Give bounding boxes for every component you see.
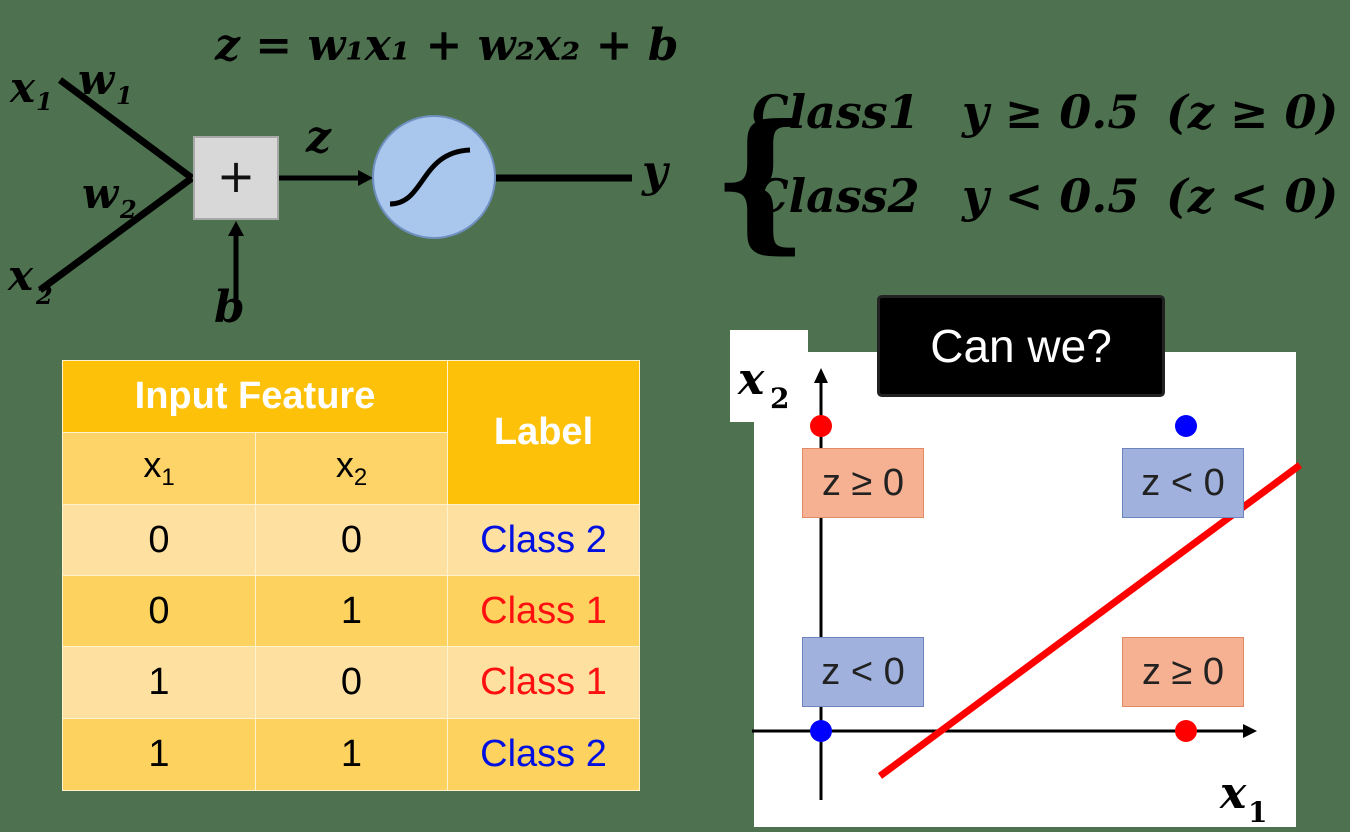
- cell-label: Class 2: [447, 718, 640, 791]
- cases-brace: {: [712, 92, 808, 268]
- data-points: [810, 415, 1197, 742]
- cell-label: Class 1: [447, 646, 640, 719]
- w1-weight-sub: 1: [116, 81, 133, 110]
- cell-x2: 1: [255, 718, 448, 791]
- w1-weight-label: w: [78, 55, 116, 104]
- table-row: 1 0 Class 1: [62, 646, 640, 719]
- cell-x2: 0: [255, 646, 448, 719]
- case2-condition: y < 0.5: [961, 169, 1139, 223]
- sigmoid-curve-icon: [389, 147, 471, 207]
- input-line-x1: [57, 77, 195, 181]
- y-axis-label-sub: 2: [770, 382, 789, 415]
- case2-z-condition: (z < 0): [1166, 169, 1338, 223]
- case1-z-condition: (z ≥ 0): [1166, 85, 1338, 139]
- z-equation: z = w₁x₁ + w₂x₂ + b: [214, 20, 679, 71]
- y-axis-label: x: [737, 354, 765, 405]
- case2-class: Class2: [752, 169, 920, 223]
- bias-label: b: [214, 282, 245, 333]
- region-label-bottom-right: z ≥ 0: [1122, 637, 1244, 707]
- table-row: 1 1 Class 2: [62, 718, 640, 791]
- data-point: [1175, 720, 1197, 742]
- label-header: Label: [447, 360, 640, 505]
- y-axis-arrowhead: [814, 368, 828, 383]
- sum-node: [193, 136, 279, 220]
- plot-panel-tab: [730, 330, 808, 422]
- x1-input-label: x: [9, 63, 36, 112]
- x-axis-label-sub: 1: [1248, 796, 1267, 829]
- xor-truth-table: Input Feature Label x1 x2 0 0 Class 2 0 …: [62, 360, 640, 791]
- z-arrowhead: [358, 170, 373, 186]
- w2-weight-label: w: [82, 169, 120, 218]
- y-output-label: y: [641, 146, 671, 197]
- input-line-x2: [37, 175, 195, 293]
- data-point: [810, 720, 832, 742]
- data-point: [1175, 415, 1197, 437]
- w2-weight-sub: 2: [119, 195, 137, 224]
- case1-condition: y ≥ 0.5: [961, 85, 1139, 139]
- plot-panel: [754, 352, 1296, 827]
- z-label: z: [305, 112, 332, 163]
- cell-x1: 0: [62, 575, 256, 647]
- sigmoid-node: [372, 115, 496, 239]
- x2-input-sub: 2: [35, 281, 53, 310]
- cell-x1: 0: [62, 504, 256, 576]
- region-label-top-right: z < 0: [1122, 448, 1244, 518]
- cell-x1: 1: [62, 718, 256, 791]
- cell-x2: 1: [255, 575, 448, 647]
- cell-label: Class 1: [447, 575, 640, 647]
- cell-x2: 0: [255, 504, 448, 576]
- input-feature-header: Input Feature: [62, 360, 448, 433]
- region-label-top-left: z ≥ 0: [802, 448, 924, 518]
- can-we-callout: Can we?: [880, 298, 1162, 394]
- x-axis-arrowhead: [1243, 724, 1257, 738]
- table-row: 0 0 Class 2: [62, 504, 640, 576]
- bias-arrowhead: [228, 221, 244, 236]
- x1-column-header: x1: [62, 432, 256, 505]
- cell-x1: 1: [62, 646, 256, 719]
- x2-column-header: x2: [255, 432, 448, 505]
- sum-symbol: +: [217, 149, 256, 203]
- data-point: [810, 415, 832, 437]
- case1-class: Class1: [752, 85, 920, 139]
- region-label-bottom-left: z < 0: [802, 637, 924, 707]
- table-row: 0 1 Class 1: [62, 575, 640, 647]
- x2-input-label: x: [7, 251, 34, 300]
- x1-input-sub: 1: [36, 87, 53, 116]
- x-axis-label: x: [1219, 768, 1247, 819]
